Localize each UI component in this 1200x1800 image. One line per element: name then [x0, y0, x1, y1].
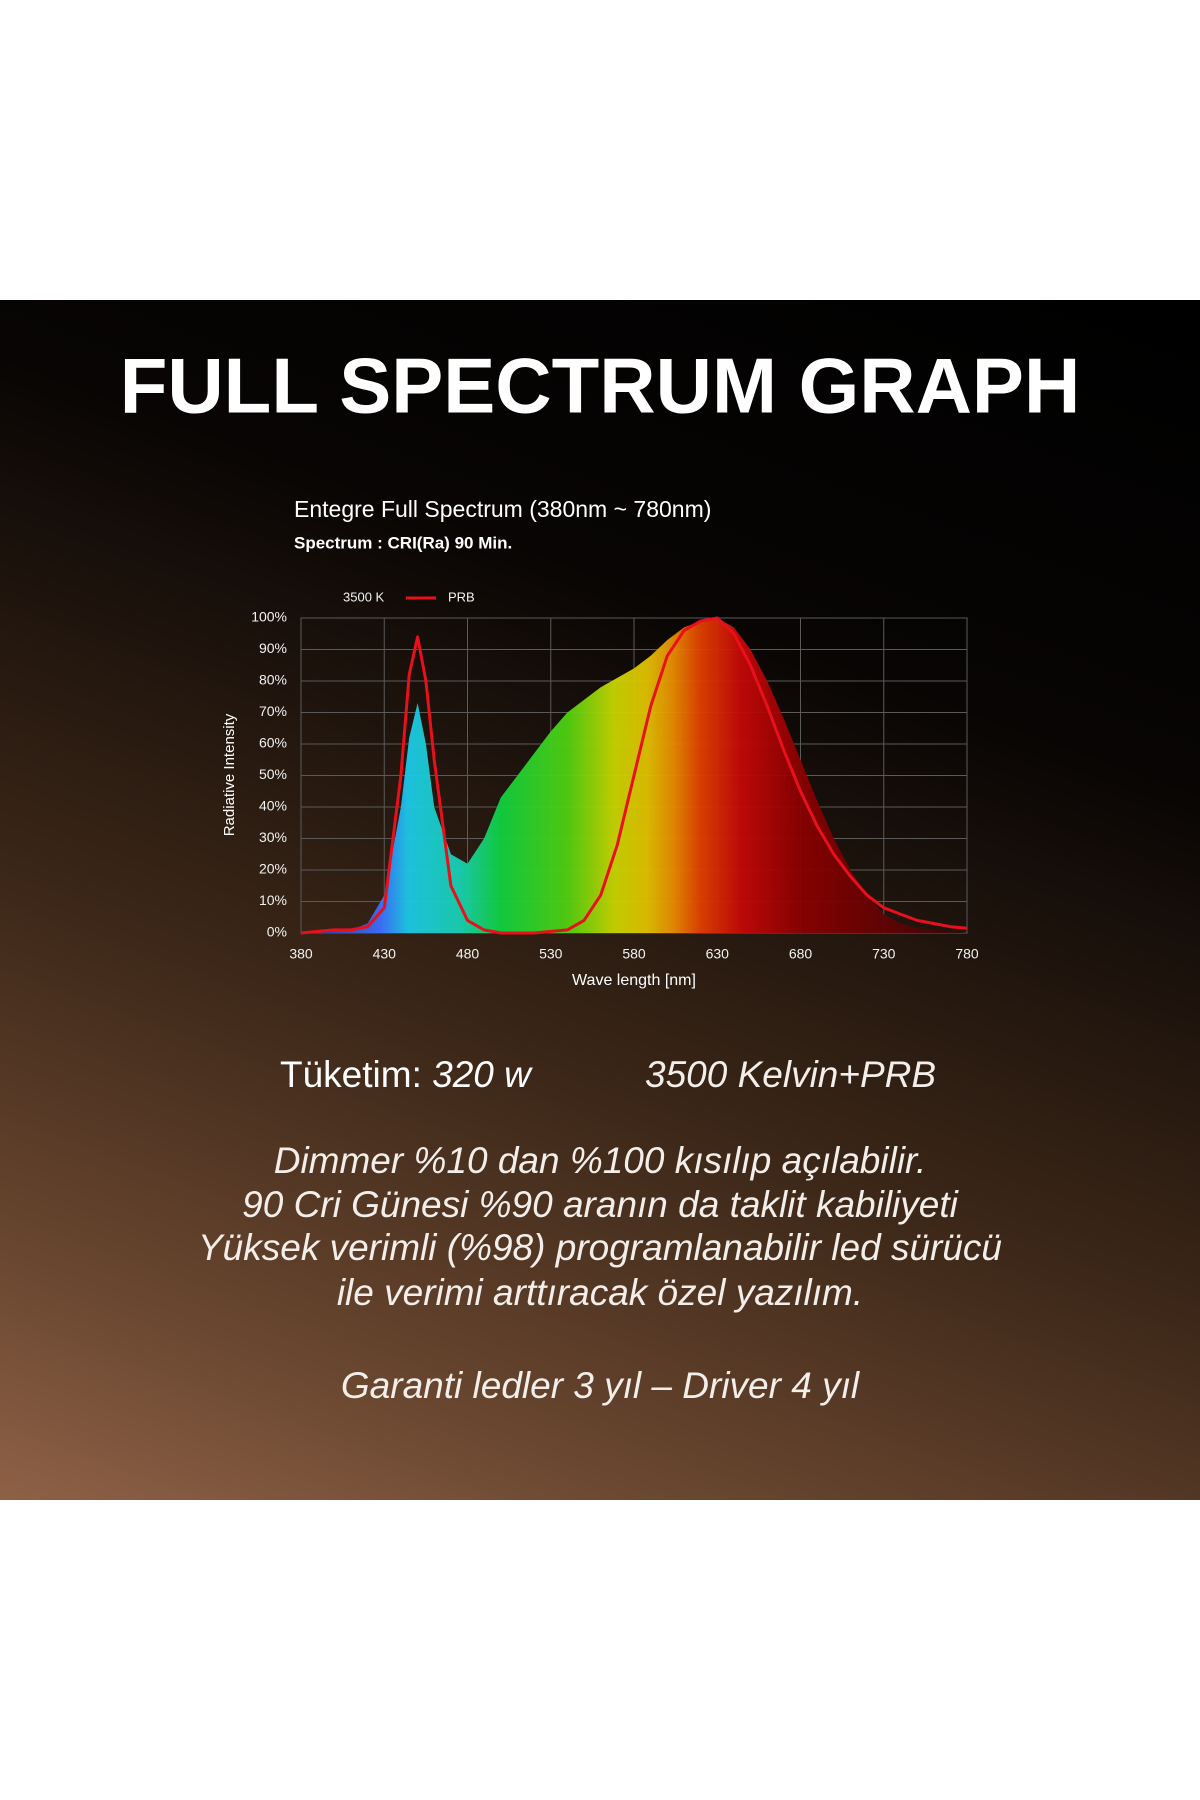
x-tick-label: 580 — [622, 946, 646, 962]
chart-title: Entegre Full Spectrum (380nm ~ 780nm) — [294, 496, 711, 522]
spec-line: ile verimi arttıracak özel yazılım. — [337, 1272, 863, 1313]
y-tick-label: 0% — [267, 924, 287, 940]
x-axis-title: Wave length [nm] — [572, 972, 696, 989]
y-tick-label: 80% — [259, 672, 287, 688]
x-tick-label: 430 — [373, 946, 397, 962]
x-tick-label: 780 — [955, 946, 979, 962]
spec-line: 90 Cri Günesi %90 aranın da taklit kabil… — [242, 1184, 959, 1225]
mode: 3500 Kelvin+PRB — [645, 1054, 936, 1095]
y-tick-label: 40% — [259, 798, 287, 814]
power-label: Tüketim: — [280, 1054, 422, 1095]
legend-label: PRB — [448, 589, 475, 604]
power: Tüketim: 320 w — [280, 1054, 533, 1095]
y-tick-label: 60% — [259, 735, 287, 751]
x-tick-label: 680 — [789, 946, 813, 962]
y-tick-label: 10% — [259, 892, 287, 908]
x-tick-label: 730 — [872, 946, 896, 962]
y-tick-label: 70% — [259, 703, 287, 719]
y-tick-label: 100% — [251, 609, 287, 625]
x-tick-label: 480 — [456, 946, 480, 962]
legend-label: 3500 K — [343, 589, 385, 604]
page-title: FULL SPECTRUM GRAPH — [120, 342, 1081, 430]
warranty: Garanti ledler 3 yıl – Driver 4 yıl — [341, 1365, 861, 1406]
spectrum-line — [300, 616, 968, 935]
power-value: 320 w — [432, 1054, 533, 1095]
x-tick-label: 630 — [706, 946, 730, 962]
spec-line: Dimmer %10 dan %100 kısılıp açılabilir. — [274, 1140, 927, 1181]
chart-subtitle: Spectrum : CRI(Ra) 90 Min. — [294, 533, 512, 552]
y-tick-label: 30% — [259, 829, 287, 845]
y-axis-title: Radiative Intensity — [221, 713, 238, 836]
y-tick-label: 20% — [259, 861, 287, 877]
y-tick-label: 50% — [259, 766, 287, 782]
spec-line: Yüksek verimli (%98) programlanabilir le… — [198, 1227, 1002, 1268]
x-tick-label: 380 — [289, 946, 313, 962]
y-tick-label: 90% — [259, 640, 287, 656]
x-tick-label: 530 — [539, 946, 563, 962]
